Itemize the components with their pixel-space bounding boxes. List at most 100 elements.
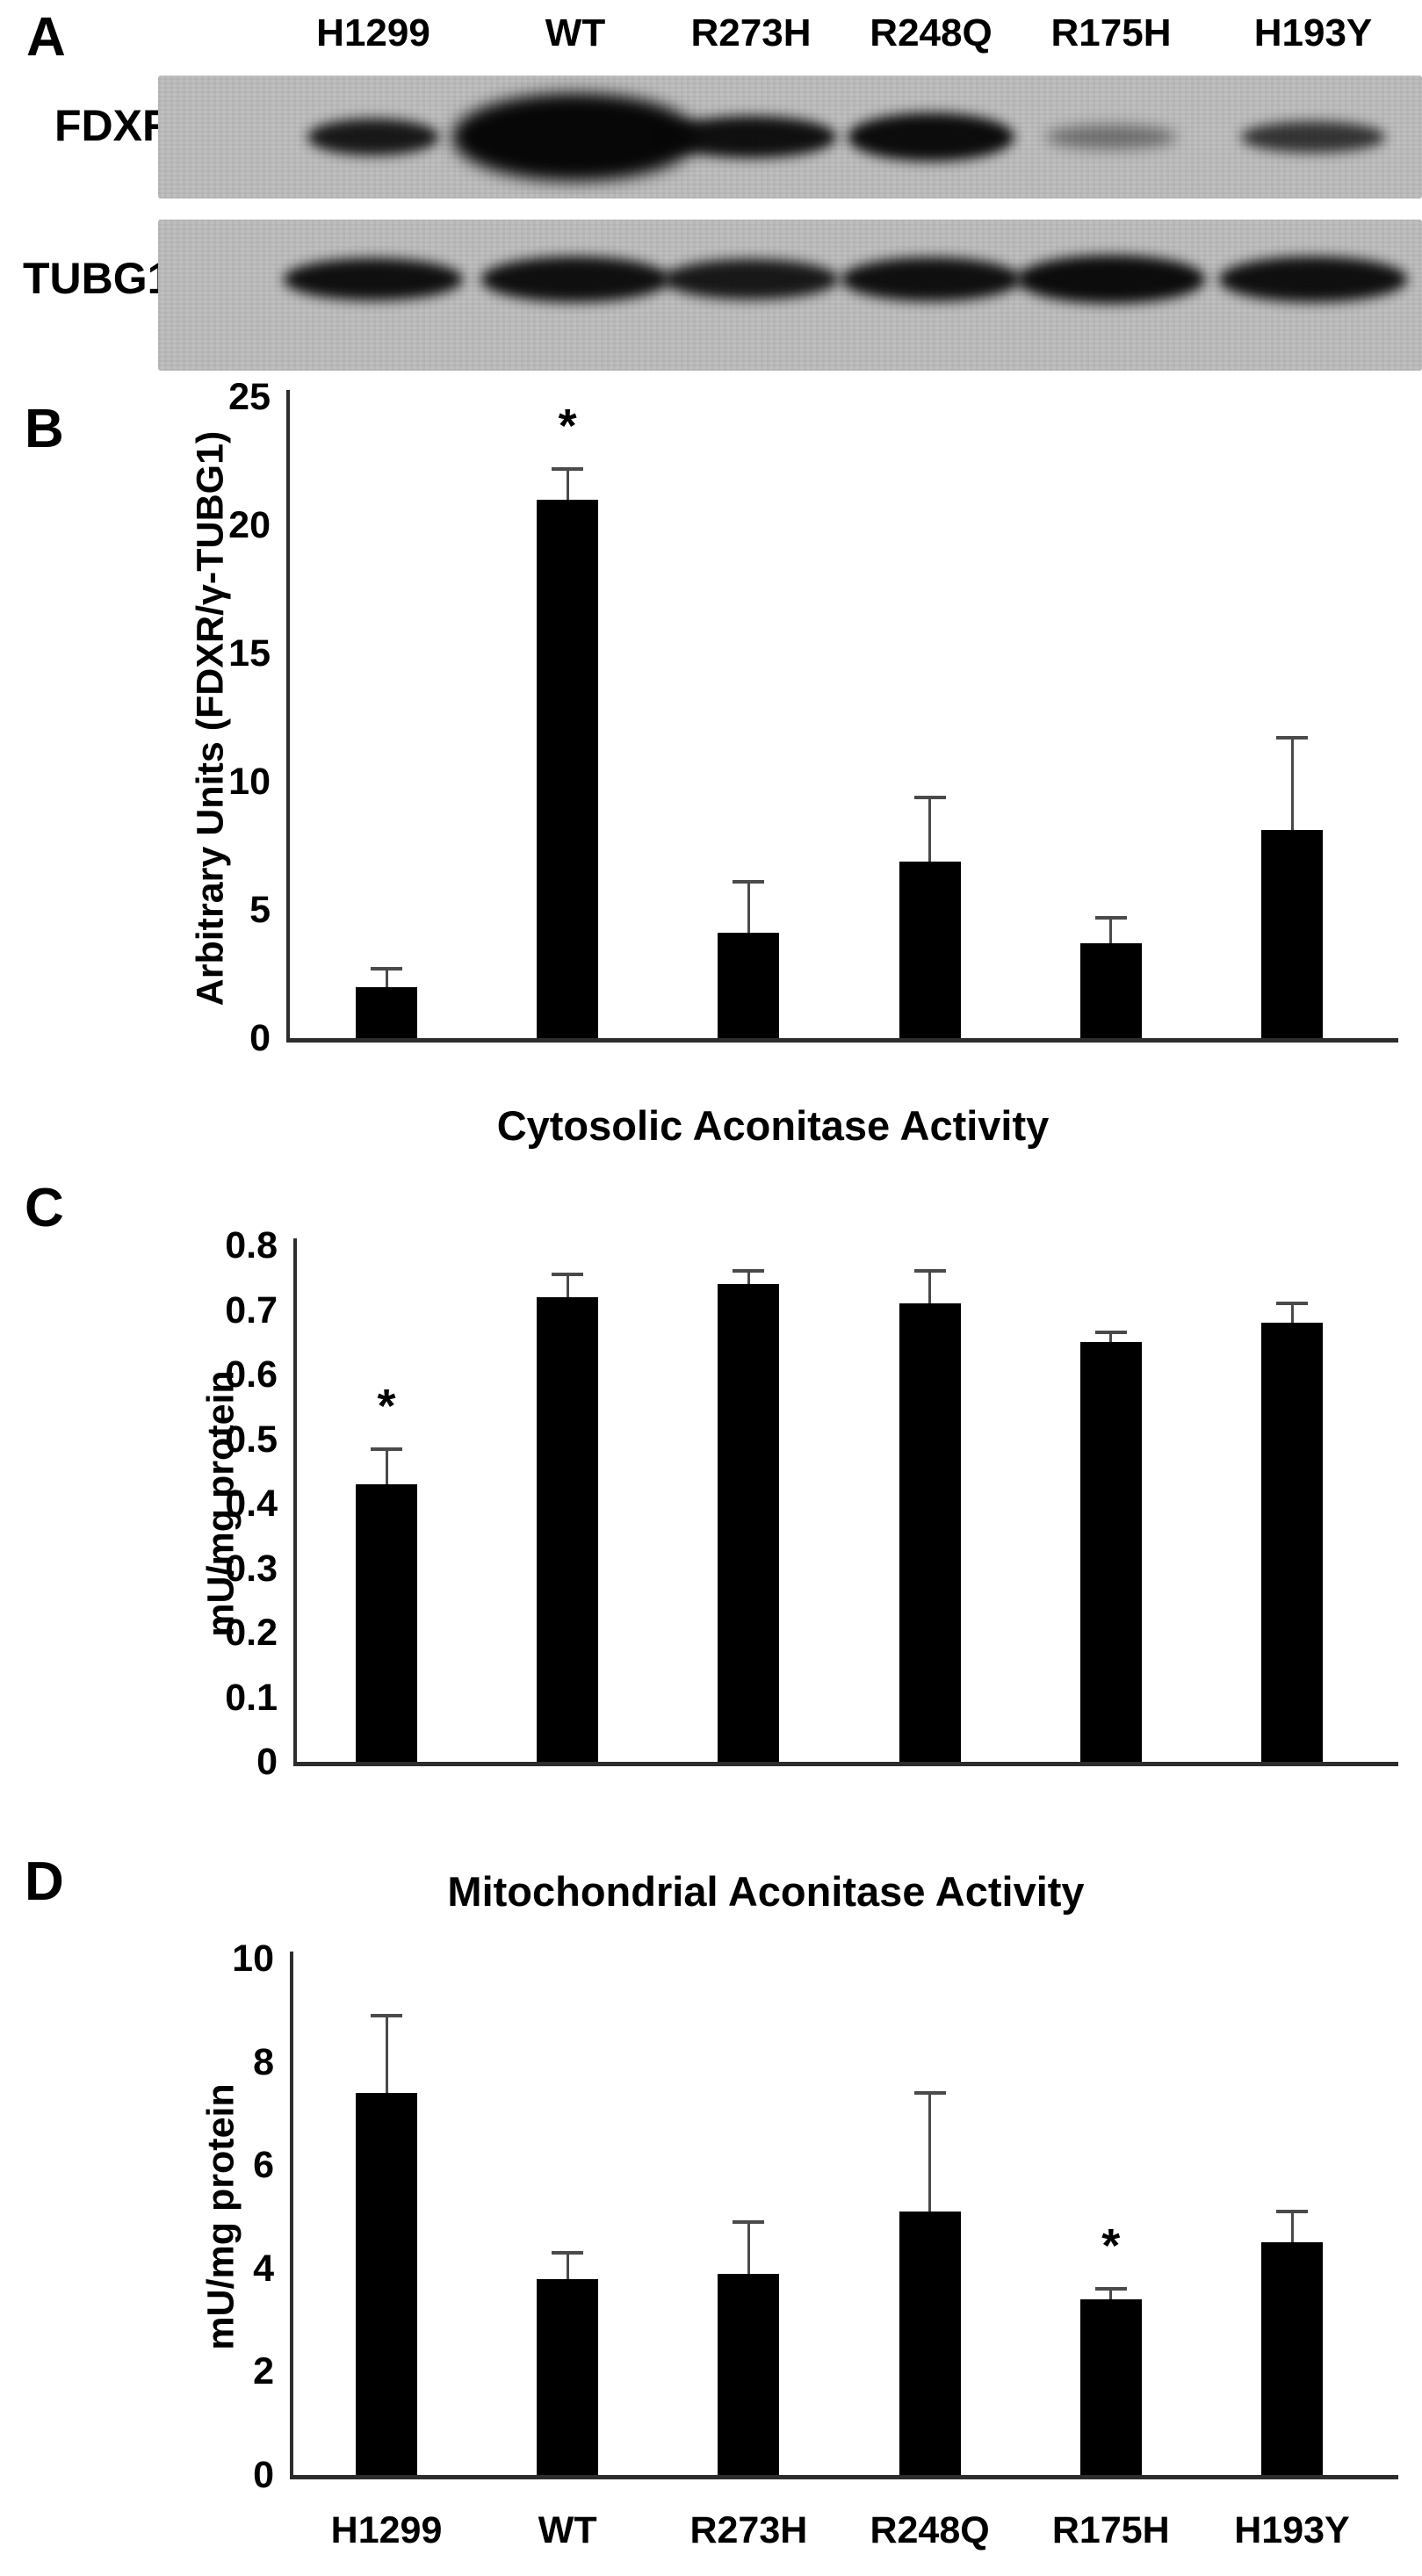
bar (356, 986, 417, 1038)
blot-band (665, 116, 837, 158)
error-cap (371, 967, 402, 971)
significance-asterisk: * (558, 399, 577, 452)
y-tick-label: 0.1 (225, 1676, 278, 1719)
bar (1079, 1342, 1142, 1762)
error-cap (371, 1447, 402, 1451)
x-category-label: H193Y (1234, 2509, 1350, 2551)
y-tick-label: 0 (249, 1017, 271, 1059)
significance-asterisk: * (377, 1379, 396, 1432)
error-whisker (385, 2015, 388, 2093)
y-tick-label: 0.7 (225, 1288, 278, 1331)
x-category-label: R248Q (870, 2509, 990, 2551)
x-axis-line (290, 2475, 1398, 2479)
lane-label: WT (545, 11, 606, 54)
bar (899, 1303, 961, 1762)
y-tick-label: 2 (253, 2350, 274, 2393)
error-whisker (566, 468, 569, 500)
bar (1079, 942, 1142, 1038)
y-tick-label: 0 (253, 2454, 274, 2496)
blot-band (283, 258, 464, 300)
error-whisker (1290, 2212, 1294, 2243)
bar (718, 933, 780, 1038)
y-tick-label: 5 (249, 889, 271, 931)
y-tick-label: 0.3 (225, 1547, 278, 1590)
bar (718, 2273, 780, 2475)
error-cap (913, 2090, 946, 2095)
y-axis-line (290, 1952, 293, 2475)
y-tick-label: 25 (228, 376, 271, 418)
error-cap (1276, 2210, 1308, 2214)
y-axis-line (286, 390, 290, 1038)
blot-band (1218, 256, 1408, 302)
bar (356, 1483, 417, 1762)
blot-band (1240, 121, 1386, 153)
blot-row-label-tubg1: TUBG1 (23, 254, 172, 303)
x-category-label: H1299 (330, 2509, 443, 2551)
error-whisker (1290, 1303, 1294, 1324)
bar (1261, 830, 1323, 1038)
lane-label: R273H (690, 11, 812, 54)
panel-letter-a: A (26, 7, 66, 68)
error-whisker (928, 2092, 932, 2212)
error-whisker (928, 797, 932, 862)
blot-band (1045, 125, 1177, 149)
bar (537, 2278, 599, 2475)
error-cap (733, 2219, 765, 2224)
error-whisker (747, 2221, 750, 2274)
error-whisker (747, 881, 750, 934)
y-tick-label: 6 (253, 2144, 274, 2187)
error-whisker (1290, 738, 1294, 831)
blot-row-label-fdxr: FDXR (54, 101, 175, 150)
fdxr-blot (158, 76, 1422, 198)
error-cap (733, 879, 765, 884)
tubg1-blot (158, 220, 1422, 371)
panel-letter-b: B (25, 399, 64, 459)
error-whisker (928, 1271, 932, 1304)
error-cap (1276, 736, 1308, 740)
blot-band (307, 119, 439, 155)
x-category-label: WT (538, 2509, 597, 2551)
y-tick-label: 10 (228, 761, 271, 803)
panel-letter-c: C (25, 1178, 64, 1238)
blot-band (452, 93, 698, 181)
error-cap (1094, 2287, 1127, 2291)
y-tick-label: 0.8 (225, 1224, 278, 1266)
error-whisker (566, 2253, 569, 2279)
error-whisker (385, 969, 388, 987)
y-tick-label: 15 (228, 632, 271, 675)
error-cap (1094, 1331, 1127, 1335)
y-tick-label: 0.6 (225, 1353, 278, 1396)
bar (899, 2212, 961, 2475)
chart-c-title: Cytosolic Aconitase Activity (496, 1102, 1050, 1149)
lane-label: R175H (1050, 11, 1172, 54)
panel-letter-d: D (25, 1851, 64, 1912)
y-tick-label: 0.5 (225, 1418, 278, 1461)
error-cap (552, 2251, 584, 2255)
x-category-label: R175H (1051, 2509, 1170, 2551)
error-cap (913, 795, 946, 799)
y-tick-label: 20 (228, 504, 271, 546)
error-cap (371, 2013, 402, 2017)
bar (899, 861, 961, 1038)
error-whisker (385, 1448, 388, 1484)
blot-band (848, 112, 1014, 162)
y-tick-label: 10 (232, 1937, 274, 1980)
error-cap (552, 1273, 584, 1277)
y-tick-label: 0.4 (225, 1483, 278, 1525)
lane-label: H193Y (1253, 11, 1373, 54)
error-whisker (566, 1274, 569, 1297)
bar (718, 1284, 780, 1762)
error-cap (733, 1269, 765, 1274)
x-axis-line (286, 1038, 1398, 1043)
lane-label: R248Q (870, 11, 993, 54)
y-tick-label: 8 (253, 2040, 274, 2083)
error-cap (552, 466, 584, 471)
error-whisker (747, 1271, 750, 1285)
blot-band (663, 259, 839, 299)
chart-d-title: Mitochondrial Aconitase Activity (447, 1868, 1085, 1915)
significance-asterisk: * (1101, 2219, 1121, 2273)
error-cap (913, 1269, 946, 1274)
y-axis-line (293, 1238, 297, 1762)
blot-band (480, 256, 670, 302)
